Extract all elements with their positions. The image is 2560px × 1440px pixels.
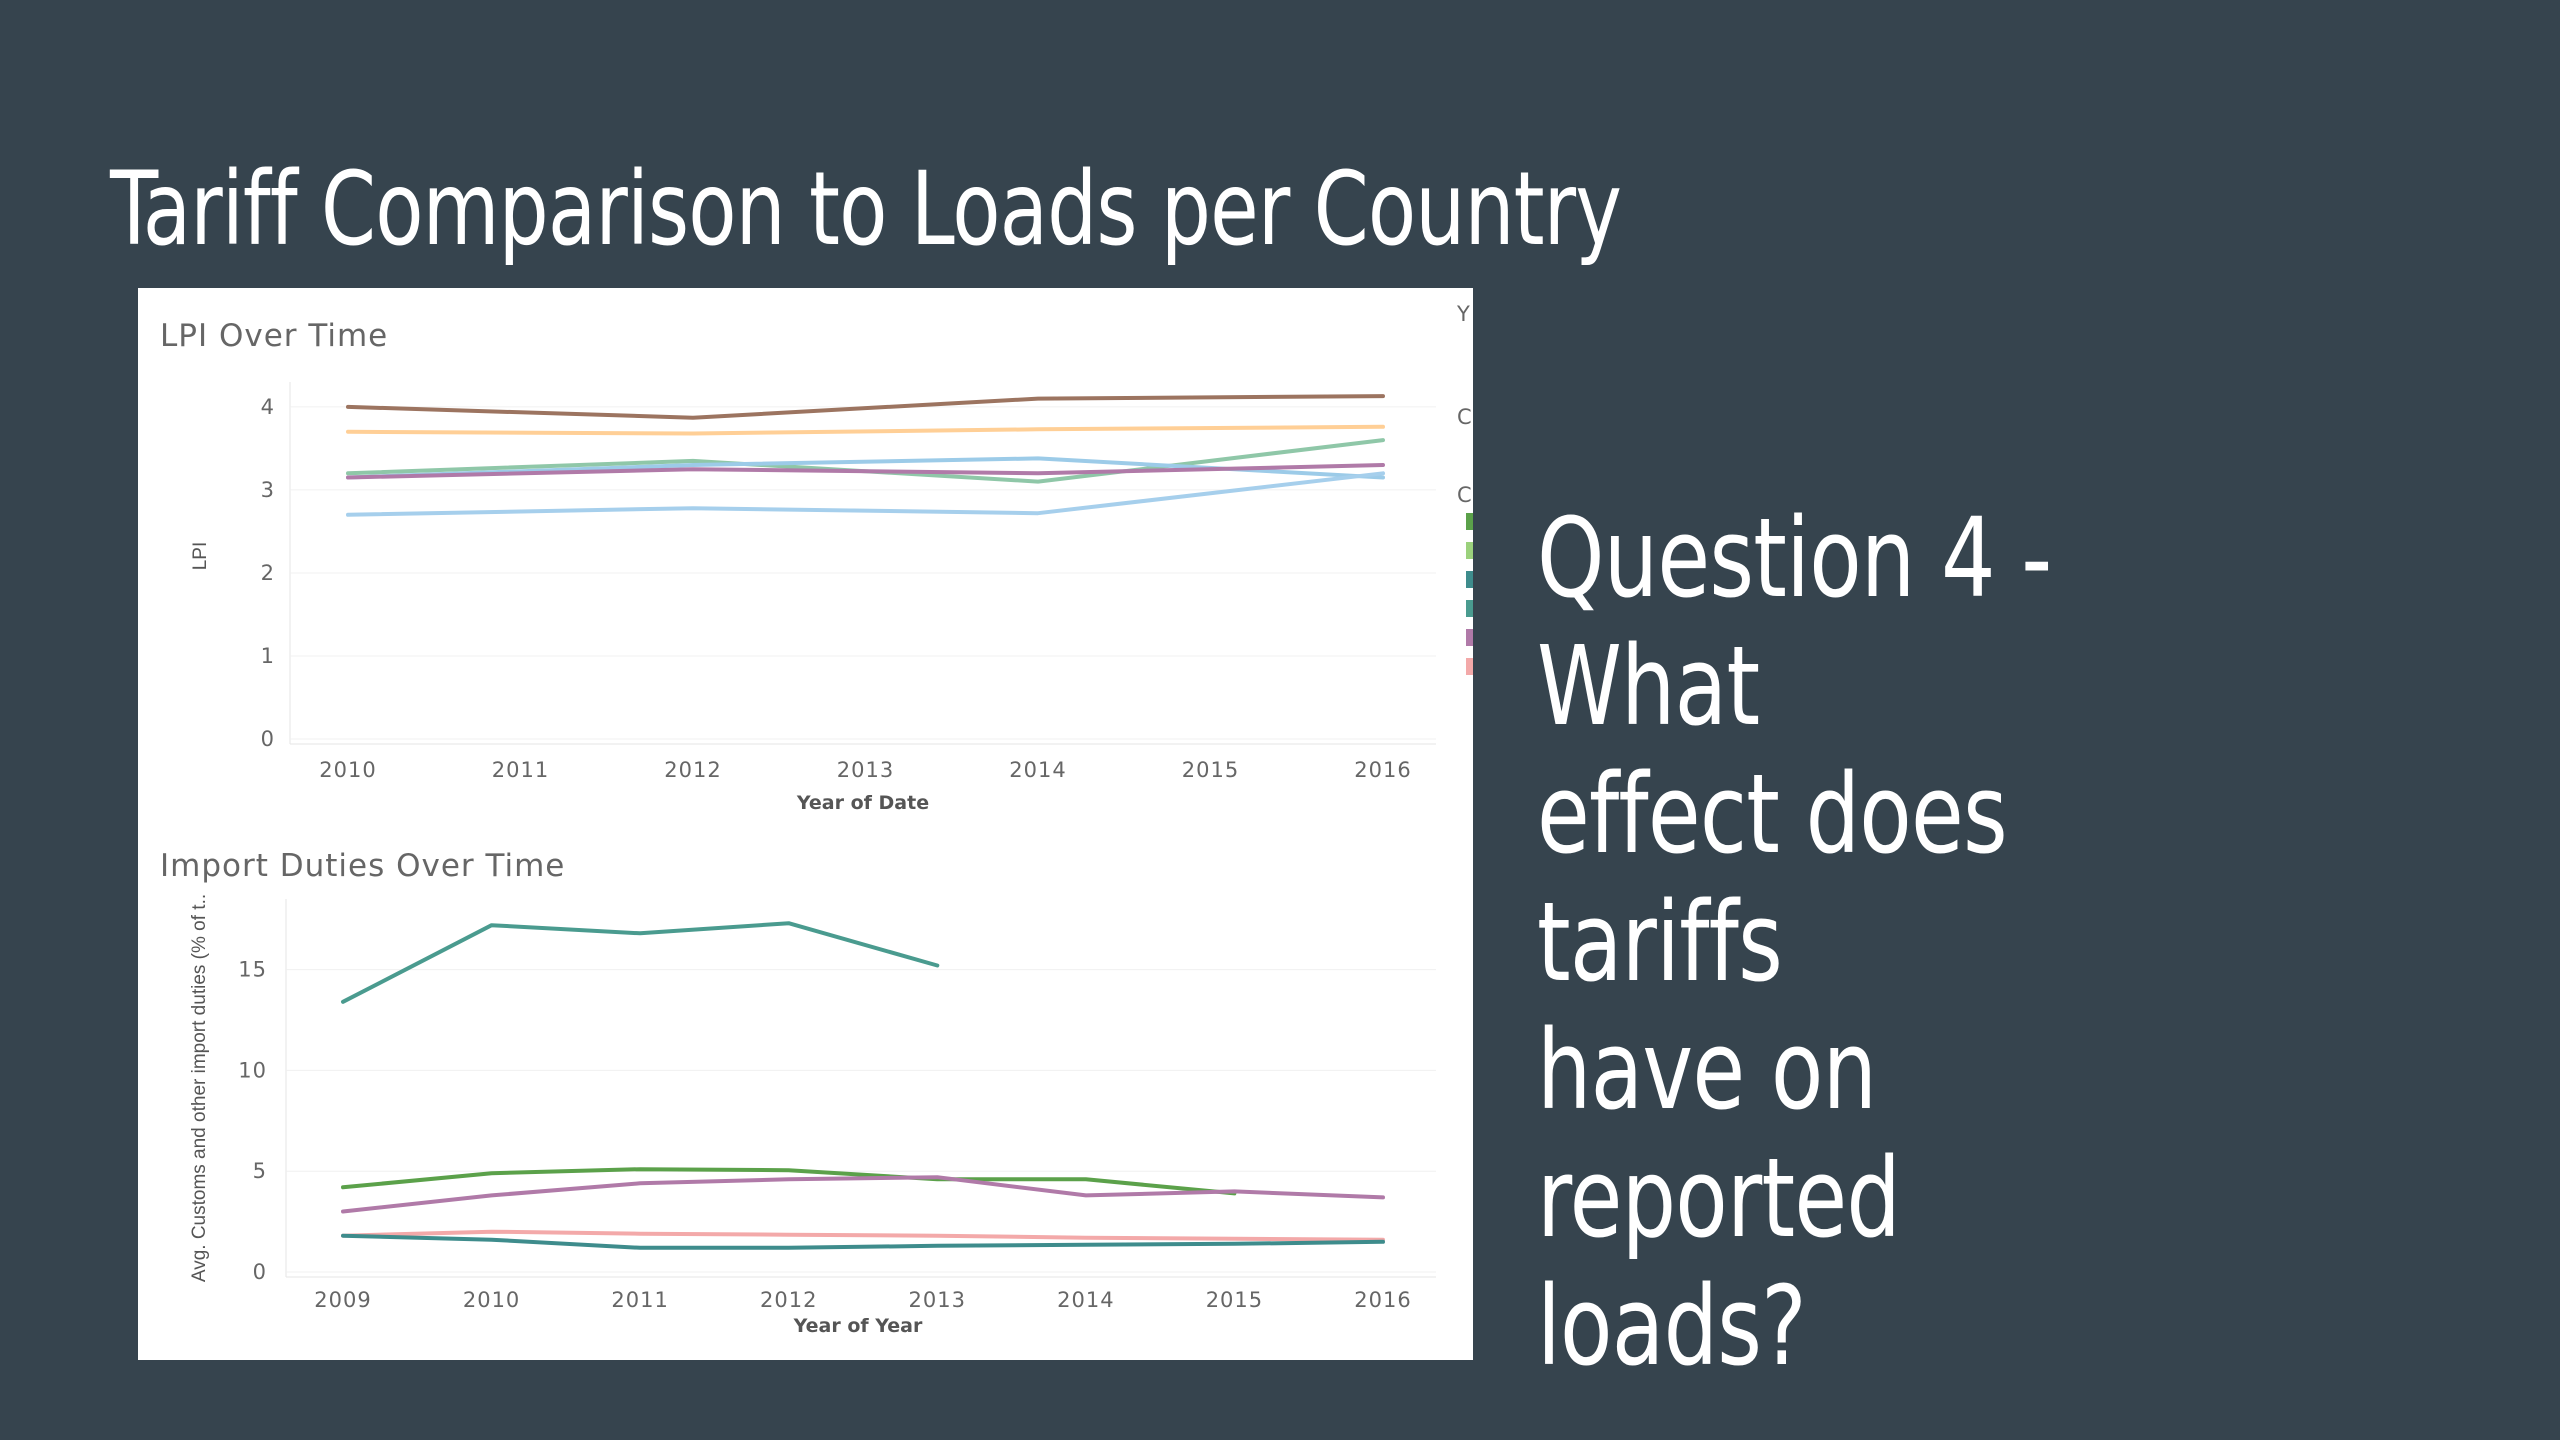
x-tick-label: 2014 (1009, 758, 1066, 782)
lpi-series (346, 394, 1385, 517)
series-line (341, 1233, 1385, 1250)
legend-letter: C (1457, 405, 1472, 429)
x-tick-label: 2012 (760, 1288, 817, 1312)
x-tick-label: 2015 (1206, 1288, 1263, 1312)
y-tick-label: 2 (261, 561, 275, 585)
x-tick-label: 2012 (664, 758, 721, 782)
series-line (346, 424, 1385, 436)
import-duties-y-axis-title: Avg. Customs and other import duties (% … (189, 894, 210, 1282)
question-line: Question 4 - What (1537, 494, 2052, 750)
y-tick-label: 15 (238, 958, 267, 982)
series-line (341, 1229, 1385, 1242)
y-tick-label: 3 (261, 478, 275, 502)
series-line (346, 394, 1385, 420)
lpi-chart: LPI Over Time Year of Date LPI 0 1 2 3 4 2010… (160, 318, 1436, 814)
lpi-grid (289, 382, 1436, 745)
x-tick-label: 2010 (463, 1288, 520, 1312)
lpi-ticks: 0 1 2 3 4 2010 2011 2012 2013 2014 2015 2016 (261, 395, 1411, 782)
legend-swatch (1466, 600, 1473, 617)
y-tick-label: 5 (253, 1159, 267, 1183)
legend-swatch (1466, 542, 1473, 559)
x-tick-label: 2015 (1182, 758, 1239, 782)
lpi-x-axis-title: Year of Date (796, 792, 929, 814)
import-duties-chart: Import Duties Over Time Year of Year Avg… (160, 848, 1436, 1337)
x-tick-label: 2009 (314, 1288, 371, 1312)
chart-svg: LPI Over Time Year of Date LPI 0 1 2 3 4 2010… (160, 302, 1473, 1337)
y-tick-label: 1 (261, 644, 275, 668)
x-tick-label: 2011 (611, 1288, 668, 1312)
series-line (341, 1167, 1237, 1196)
chart-image: LPI Over Time Year of Date LPI 0 1 2 3 4 2010… (138, 288, 1473, 1360)
legend-letter: Y (1456, 302, 1470, 326)
question-text: Question 4 - What effect does tariffs ha… (1537, 494, 2161, 1390)
import-duties-series (341, 921, 1385, 1250)
y-tick-label: 0 (253, 1260, 267, 1284)
x-tick-label: 2016 (1354, 758, 1411, 782)
legend-swatch (1466, 629, 1473, 646)
import-duties-title: Import Duties Over Time (160, 848, 565, 884)
legend-fragment: Y C C (1456, 302, 1473, 675)
slide-title: Tariff Comparison to Loads per Country (110, 150, 1622, 269)
y-tick-label: 0 (261, 727, 275, 751)
lpi-y-axis-title: LPI (190, 542, 211, 571)
x-tick-label: 2016 (1354, 1288, 1411, 1312)
legend-swatch (1466, 571, 1473, 588)
series-line (341, 1175, 1385, 1214)
x-tick-label: 2014 (1057, 1288, 1114, 1312)
y-tick-label: 4 (261, 395, 275, 419)
legend-swatch (1466, 513, 1473, 530)
y-tick-label: 10 (238, 1058, 267, 1082)
lpi-chart-title: LPI Over Time (160, 318, 388, 354)
import-duties-x-axis-title: Year of Year (793, 1315, 923, 1337)
import-duties-grid (285, 899, 1436, 1278)
legend-letter: C (1457, 483, 1472, 507)
series-line (341, 921, 940, 1004)
question-line: effect does tariffs (1537, 750, 2008, 1006)
legend-swatch (1466, 658, 1473, 675)
x-tick-label: 2013 (837, 758, 894, 782)
x-tick-label: 2011 (492, 758, 549, 782)
series-line (346, 471, 1385, 517)
series-line (346, 463, 1385, 480)
question-line: loads? (1537, 1262, 1807, 1390)
import-duties-ticks: 0 5 10 15 2009 2010 2011 2012 2013 2014 2015 2016 (238, 958, 1411, 1312)
x-tick-label: 2010 (319, 758, 376, 782)
question-line: have on reported (1537, 1006, 1901, 1262)
x-tick-label: 2013 (909, 1288, 966, 1312)
